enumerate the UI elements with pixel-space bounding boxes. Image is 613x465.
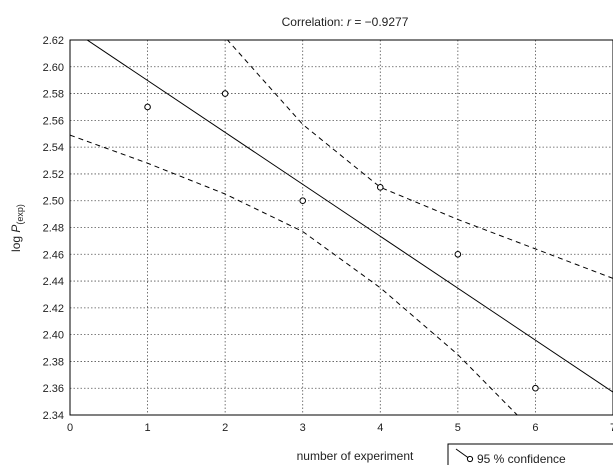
- data-point: [376, 184, 384, 191]
- y-tick-label: 2.34: [43, 410, 64, 422]
- x-tick-label: 2: [222, 422, 228, 434]
- y-tick-label: 2.62: [43, 35, 64, 47]
- y-axis-label: log P(exp): [9, 204, 25, 252]
- y-tick-label: 2.44: [43, 276, 64, 288]
- y-tick-labels: 2.34 2.36 2.38 2.40 2.42 2.44 2.46 2.48 2.50 2.52…: [43, 35, 64, 422]
- data-point: [144, 103, 151, 111]
- legend: 95 % confidence: [447, 443, 613, 465]
- grid: [70, 40, 613, 415]
- y-tick-label: 2.42: [43, 303, 64, 315]
- y-tick-label: 2.60: [43, 62, 64, 74]
- regression-line: [86, 40, 613, 393]
- y-tick-label: 2.48: [43, 223, 64, 235]
- y-tick-label: 2.40: [43, 330, 64, 342]
- data-point: [454, 250, 462, 258]
- legend-marker-sample: [466, 455, 474, 463]
- data-point: [299, 197, 307, 205]
- legend-box: [447, 443, 613, 465]
- x-tick-label: 6: [532, 422, 538, 434]
- data-points: [144, 90, 539, 392]
- chart-title: Correlation: r = −0.9277: [282, 15, 409, 29]
- y-tick-label: 2.52: [43, 169, 64, 181]
- x-tick-label: 7: [610, 422, 613, 434]
- y-tick-label: 2.58: [43, 89, 64, 101]
- x-tick-label: 0: [67, 422, 73, 434]
- x-tick-label: 5: [455, 422, 461, 434]
- curves: [70, 40, 613, 415]
- confidence-lower-line: [70, 134, 518, 415]
- y-tick-label: 2.56: [43, 115, 64, 127]
- plot-frame: [69, 39, 613, 416]
- x-axis-label: number of experiment: [297, 449, 414, 463]
- y-tick-label: 2.50: [43, 196, 64, 208]
- data-point: [221, 90, 229, 97]
- data-point: [532, 384, 539, 392]
- x-tick-labels: 0 1 2 3 4 5 6 7: [67, 422, 613, 434]
- confidence-upper-line: [226, 40, 613, 279]
- y-tick-label: 2.36: [43, 383, 64, 395]
- x-tick-label: 4: [377, 422, 383, 434]
- y-tick-label: 2.54: [43, 142, 64, 154]
- legend-entry-label: 95 % confidence: [477, 452, 566, 465]
- x-tick-label: 3: [300, 422, 306, 434]
- y-tick-label: 2.46: [43, 249, 64, 261]
- y-tick-label: 2.38: [43, 356, 64, 368]
- x-tick-label: 1: [145, 422, 151, 434]
